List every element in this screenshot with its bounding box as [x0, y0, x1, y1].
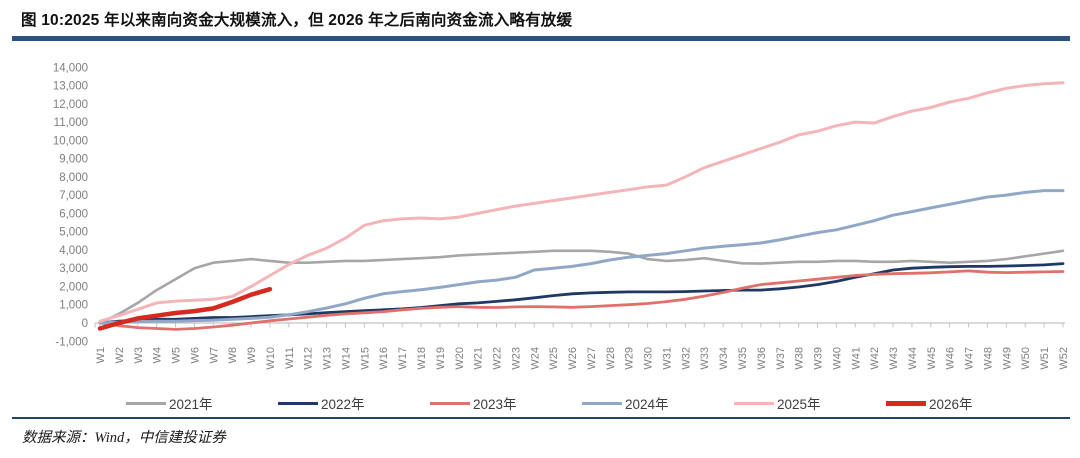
y-axis-tick-label: 12,000	[53, 99, 88, 111]
x-axis-tick-label: W18	[416, 347, 428, 370]
x-axis-tick-label: W27	[586, 347, 598, 370]
y-axis-tick-label: 1,000	[59, 300, 88, 312]
legend-swatch-icon	[734, 401, 774, 405]
series-line-6	[97, 286, 273, 331]
legend-item-2: 2022年	[278, 393, 430, 413]
x-axis-tick-label: W15	[359, 347, 371, 370]
x-axis-tick-label: W31	[661, 347, 673, 370]
legend-label: 2025年	[777, 397, 821, 412]
x-axis-tick-label: W29	[624, 347, 636, 370]
x-axis-tick-label: W50	[1020, 347, 1032, 370]
series-line-4	[98, 189, 1065, 325]
y-axis-tick-label: -1,000	[55, 336, 88, 348]
x-axis-tick-label: W43	[888, 347, 900, 370]
x-axis-tick-label: W23	[510, 347, 522, 370]
x-axis-tick-label: W8	[227, 347, 239, 364]
legend-label: 2024年	[625, 397, 669, 412]
x-axis-tick-label: W33	[699, 347, 711, 370]
series-line-5	[98, 81, 1065, 323]
legend-swatch-icon	[126, 401, 166, 405]
x-axis-tick-label: W41	[850, 347, 862, 370]
x-axis-tick-label: W17	[397, 347, 409, 370]
x-axis-tick-label: W30	[643, 347, 655, 370]
y-axis-tick-label: 0	[82, 318, 88, 330]
x-axis-tick-label: W49	[1001, 347, 1013, 370]
x-axis-tick-label: W24	[529, 347, 541, 370]
x-axis-tick-label: W21	[473, 347, 485, 370]
legend-swatch-icon	[430, 401, 470, 405]
y-axis-tick-label: 13,000	[53, 81, 88, 93]
y-axis-tick-label: 9,000	[59, 154, 88, 166]
series-line-1	[98, 249, 1065, 325]
y-axis-tick-label: 10,000	[53, 135, 88, 147]
legend-swatch-icon	[886, 400, 926, 406]
x-axis-tick-label: W7	[208, 347, 220, 364]
data-source-note: 数据来源：Wind，中信建投证券	[22, 430, 226, 446]
x-axis-tick-label: W26	[567, 347, 579, 370]
x-axis-tick-label: W39	[813, 347, 825, 370]
legend-swatch-icon	[582, 401, 622, 405]
x-axis-tick-label: W28	[605, 347, 617, 370]
x-axis-tick-label: W37	[775, 347, 787, 370]
x-axis-tick-label: W40	[831, 347, 843, 370]
x-axis-tick-label: W32	[680, 347, 692, 370]
x-axis-tick-label: W51	[1039, 347, 1051, 370]
y-axis-tick-label: 7,000	[59, 190, 88, 202]
legend-label: 2021年	[169, 397, 213, 412]
legend-swatch-icon	[278, 401, 318, 405]
x-axis-tick-label: W9	[246, 347, 258, 364]
legend-item-1: 2021年	[126, 393, 278, 413]
y-axis-tick-label: 3,000	[59, 263, 88, 275]
y-axis-tick-label: 5,000	[59, 227, 88, 239]
x-axis-tick-label: W52	[1058, 347, 1070, 370]
series-line-2	[98, 262, 1065, 325]
x-axis-tick-label: W12	[303, 347, 315, 370]
x-axis-tick-label: W4	[152, 347, 164, 364]
legend-item-5: 2025年	[734, 393, 886, 413]
x-axis-tick-label: W2	[114, 347, 126, 364]
legend-label: 2022年	[321, 397, 365, 412]
y-axis-tick-label: 14,000	[53, 62, 88, 74]
x-axis-tick-label: W10	[265, 347, 277, 370]
x-axis-tick-label: W1	[95, 347, 107, 364]
y-axis-tick-label: 6,000	[59, 208, 88, 220]
x-axis-tick-label: W35	[737, 347, 749, 370]
x-axis-tick-label: W25	[548, 347, 560, 370]
x-axis-tick-label: W46	[945, 347, 957, 370]
x-axis-tick-label: W13	[322, 347, 334, 370]
chart-legend: 2021年 2022年 2023年 2024年 2025年 2026年	[126, 393, 1046, 413]
title-divider-bar	[12, 36, 1070, 41]
y-axis-tick-label: 2,000	[59, 281, 88, 293]
x-axis-tick-label: W38	[794, 347, 806, 370]
y-axis-tick-label: 11,000	[54, 117, 88, 129]
x-axis-tick-label: W45	[926, 347, 938, 370]
x-axis-tick-label: W22	[492, 347, 504, 370]
x-axis-tick-label: W36	[756, 347, 768, 370]
legend-label: 2026年	[929, 397, 973, 412]
figure-title: 图 10:2025 年以来南向资金大规模流入，但 2026 年之后南向资金流入略…	[21, 12, 573, 29]
x-axis-tick-label: W20	[454, 347, 466, 370]
x-axis-tick-label: W44	[907, 347, 919, 370]
legend-item-4: 2024年	[582, 393, 734, 413]
legend-item-6: 2026年	[886, 393, 1038, 413]
legend-item-3: 2023年	[430, 393, 582, 413]
x-axis-tick-label: W5	[171, 347, 183, 364]
x-axis-tick-label: W47	[964, 347, 976, 370]
footer-divider-line	[12, 417, 1070, 419]
x-axis-tick-label: W14	[340, 347, 352, 370]
x-axis-tick-label: W19	[435, 347, 447, 370]
x-axis-tick-label: W34	[718, 347, 730, 370]
x-axis-tick-label: W3	[133, 347, 145, 364]
x-axis-tick-label: W11	[284, 347, 296, 369]
y-axis-tick-label: 4,000	[59, 245, 88, 257]
series-line-3	[98, 269, 1065, 331]
y-axis-tick-label: 8,000	[59, 172, 88, 184]
legend-label: 2023年	[473, 397, 517, 412]
x-axis-tick-label: W48	[982, 347, 994, 370]
x-axis-tick-label: W6	[189, 347, 201, 364]
x-axis-tick-label: W42	[869, 347, 881, 370]
x-axis-tick-label: W16	[378, 347, 390, 370]
